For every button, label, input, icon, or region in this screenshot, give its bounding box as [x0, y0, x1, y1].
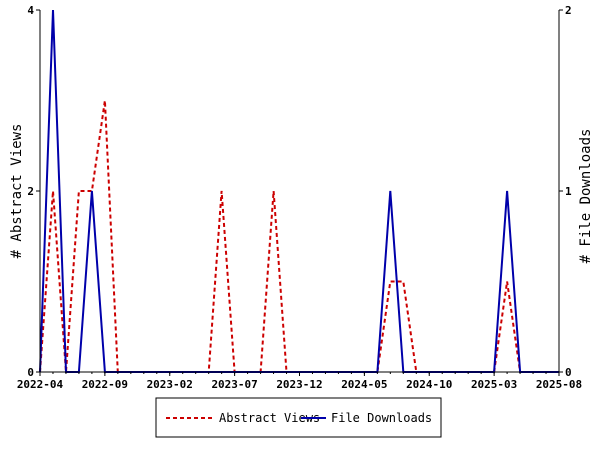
y-left-tick-label: 0 [27, 366, 34, 379]
x-tick-label: 2023-12 [276, 378, 322, 391]
x-tick-label: 2023-07 [211, 378, 257, 391]
y-right-tick-label: 2 [565, 4, 572, 17]
ticks-layer: 2022-04 2022-09 2023-02 2023-07 2023-12 2024-… [17, 4, 582, 391]
y-right-axis-title: # File Downloads [578, 129, 594, 264]
x-tick-label: 2022-04 [17, 378, 64, 391]
plot-background [40, 10, 559, 372]
x-tick-label: 2022-09 [82, 378, 128, 391]
legend-label-file-downloads: File Downloads [331, 411, 432, 425]
y-right-tick-label: 0 [565, 366, 572, 379]
x-tick-label: 2025-08 [536, 378, 582, 391]
x-tick-label: 2025-03 [471, 378, 517, 391]
y-right-tick-label: 1 [565, 185, 572, 198]
x-tick-label: 2024-05 [341, 378, 387, 391]
legend-label-abstract-views: Abstract Views [219, 411, 320, 425]
y-left-tick-label: 2 [27, 185, 34, 198]
plot-area [40, 10, 559, 372]
legend: Abstract Views File Downloads [155, 397, 442, 438]
y-left-axis-title: # Abstract Views [9, 124, 25, 259]
x-tick-label: 2024-10 [406, 378, 452, 391]
y-left-tick-label: 4 [27, 4, 34, 17]
x-tick-label: 2023-02 [147, 378, 193, 391]
